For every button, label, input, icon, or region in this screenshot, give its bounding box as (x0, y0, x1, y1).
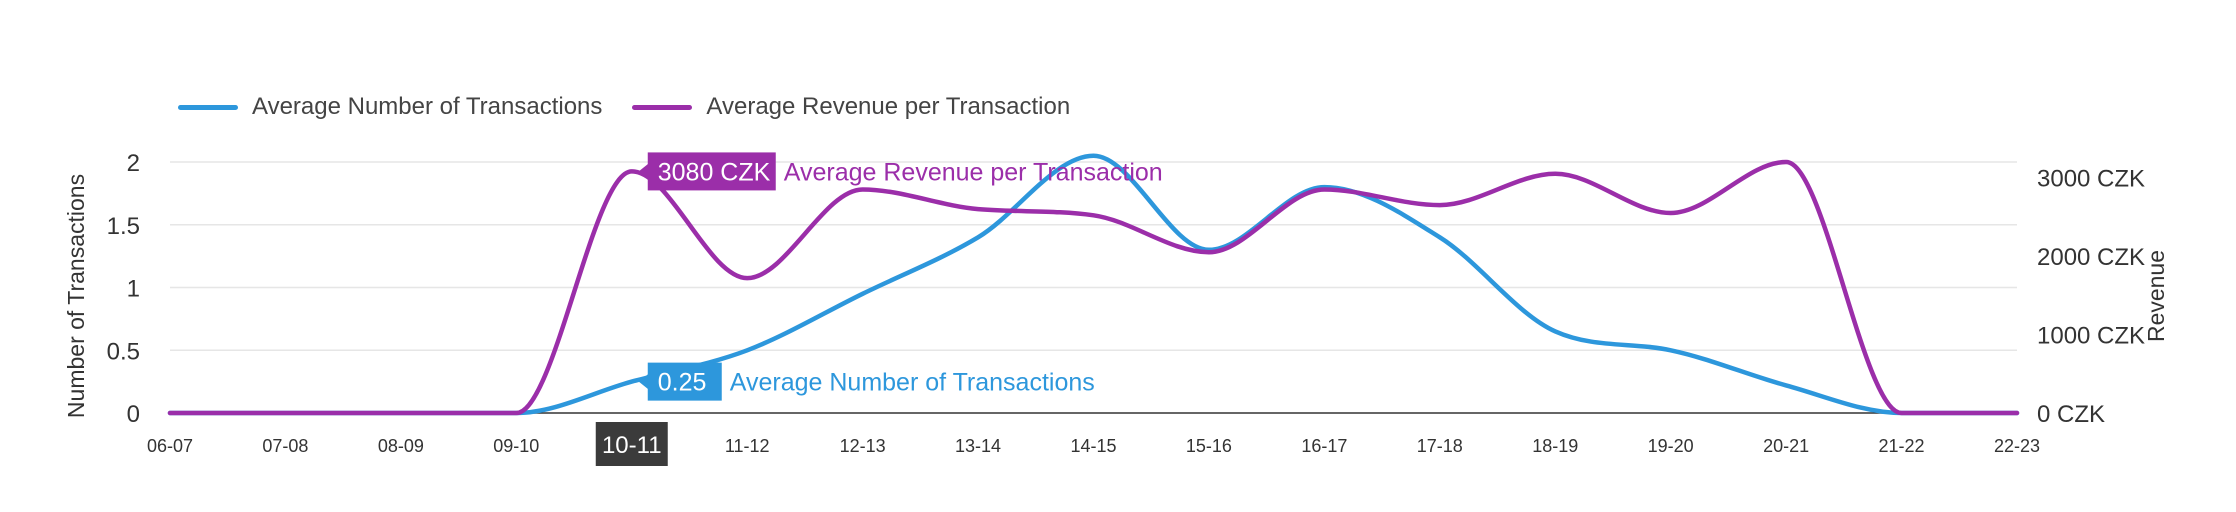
y-left-tick-label: 1.5 (107, 213, 140, 240)
legend-item-revenue[interactable]: Average Revenue per Transaction (632, 93, 1070, 121)
y-right-tick-label: 2000 CZK (2037, 244, 2145, 271)
tooltips: 3080 CZK Average Revenue per Transaction 0… (638, 152, 1163, 401)
y-right-tick-label: 3000 CZK (2037, 166, 2145, 193)
legend-label-transactions: Average Number of Transactions (252, 93, 603, 120)
legend-label-revenue: Average Revenue per Transaction (706, 93, 1071, 120)
tooltip-revenue-pointer (638, 163, 649, 180)
y-right-tick-label: 0 CZK (2037, 401, 2105, 428)
x-tick-label: 21-22 (1879, 436, 1925, 456)
legend-swatch-transactions (178, 104, 238, 110)
x-axis-ticks: 06-07 07-08 08-09 09-10 10-11 11-12 12-13 13-14… (147, 422, 2040, 466)
chart-legend: Average Number of Transactions Average R… (178, 92, 1100, 122)
tooltip-transactions-label: Average Number of Transactions (730, 369, 1095, 397)
x-tick-highlight (595, 422, 668, 466)
legend-swatch-revenue (632, 104, 693, 110)
y-left-tick-label: 1 (127, 276, 140, 303)
tooltip-revenue-value: 3080 CZK (658, 158, 771, 186)
x-tick-label: 17-18 (1417, 436, 1463, 456)
series-lines[interactable] (167, 153, 2020, 416)
tooltip-revenue-box (647, 152, 776, 191)
x-tick-label: 09-10 (493, 436, 539, 456)
y-left-tick-label: 0.5 (107, 338, 140, 365)
y-axis-left-ticks: 0 0.5 1 1.5 2 (107, 150, 140, 428)
y-left-tick-label: 0 (127, 401, 140, 428)
x-tick-label: 11-12 (725, 436, 770, 456)
x-tick-label: 07-08 (262, 436, 308, 456)
x-tick-label: 12-13 (840, 436, 886, 456)
y-axis-right-label: Revenue (2143, 250, 2169, 342)
x-tick-label: 16-17 (1301, 436, 1347, 456)
y-right-tick-label: 1000 CZK (2037, 323, 2145, 350)
x-tick-label: 08-09 (378, 436, 424, 456)
tooltip-revenue-label: Average Revenue per Transaction (784, 158, 1163, 186)
y-axis-left-label: Number of Transactions (63, 174, 89, 418)
x-tick-label: 19-20 (1648, 436, 1694, 456)
tooltip-transactions-box (647, 362, 722, 401)
tooltip-transactions-pointer (638, 373, 649, 390)
x-tick-label: 20-21 (1763, 436, 1809, 456)
series-line-revenue[interactable] (167, 159, 2020, 416)
x-tick-label: 06-07 (147, 436, 193, 456)
x-tick-label: 14-15 (1070, 436, 1116, 456)
x-tick-label: 15-16 (1186, 436, 1232, 456)
y-left-tick-label: 2 (127, 150, 140, 177)
x-tick-label-highlighted: 10-11 (602, 432, 662, 459)
x-tick-label: 22-23 (1994, 436, 2040, 456)
x-tick-label: 18-19 (1532, 436, 1578, 456)
legend-item-transactions[interactable]: Average Number of Transactions (178, 93, 602, 121)
x-tick-label: 13-14 (955, 436, 1001, 456)
y-axis-right-ticks: 0 CZK 1000 CZK 2000 CZK 3000 CZK (2037, 166, 2145, 428)
tooltip-transactions-value: 0.25 (658, 369, 707, 397)
